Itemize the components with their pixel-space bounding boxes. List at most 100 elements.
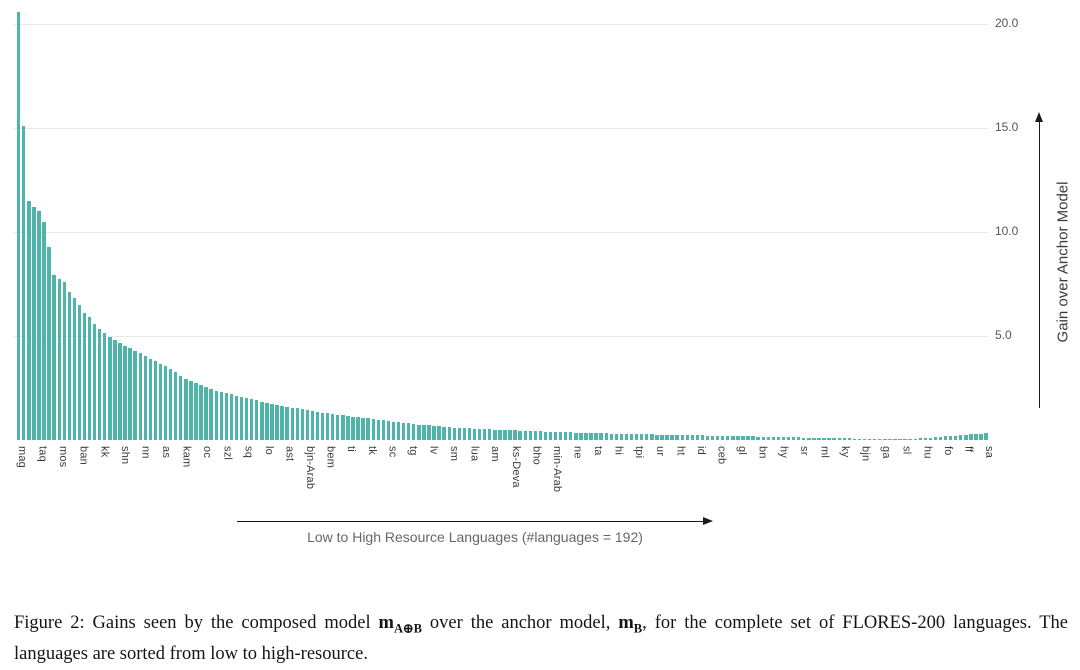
bar-109 [564, 432, 568, 440]
bar-7 [47, 246, 51, 440]
bar-6 [42, 221, 46, 440]
bar-159 [817, 437, 821, 440]
bar-145 [746, 436, 750, 440]
bar-46 [244, 398, 249, 440]
x-tick-label-sq: sq [242, 446, 255, 459]
bar-187 [959, 435, 963, 440]
bar-27 [148, 358, 153, 440]
bar-191 [979, 433, 983, 440]
bar-1 [17, 11, 21, 440]
bar-96 [498, 429, 502, 440]
bar-42 [224, 393, 229, 440]
bar-121 [624, 433, 629, 440]
bar-47 [249, 399, 254, 440]
bar-103 [533, 431, 538, 440]
bar-134 [690, 435, 695, 440]
bar-52 [275, 404, 279, 440]
bar-158 [812, 437, 816, 440]
bar-77 [401, 422, 406, 440]
bar-9 [57, 278, 61, 440]
bar-65 [341, 415, 345, 440]
bar-13 [77, 304, 82, 440]
y-axis-arrow-line [1039, 121, 1040, 408]
bar-37 [199, 384, 203, 440]
bar-64 [336, 414, 340, 440]
bar-12 [72, 297, 77, 440]
bar-181 [928, 437, 933, 440]
bar-183 [938, 436, 943, 440]
bar-25 [138, 352, 142, 440]
bar-182 [933, 437, 938, 440]
x-tick-label-taq: taq [36, 446, 49, 462]
bar-22 [123, 346, 127, 440]
bar-24 [133, 350, 137, 440]
x-tick-label-am: am [489, 446, 502, 462]
caption-text-suffix: , for the complete set of FLORES-200 lan… [14, 612, 1068, 665]
bar-192 [984, 433, 988, 440]
bar-33 [179, 375, 183, 440]
x-tick-label-szl: szl [221, 446, 234, 461]
bar-67 [351, 416, 355, 440]
bar-99 [513, 430, 517, 440]
bar-78 [407, 423, 411, 440]
bar-127 [655, 434, 659, 440]
x-tick-label-ast: ast [283, 446, 296, 462]
bar-112 [579, 432, 583, 440]
bar-108 [558, 432, 563, 440]
bar-43 [229, 394, 234, 440]
bar-130 [670, 434, 674, 440]
bar-115 [594, 433, 598, 440]
bar-188 [964, 434, 968, 440]
bar-180 [923, 437, 928, 440]
bar-35 [189, 380, 193, 440]
bar-59 [310, 410, 315, 440]
bar-62 [325, 413, 330, 440]
x-tick-label-ceb: ceb [715, 446, 728, 465]
bar-29 [158, 364, 163, 440]
bar-23 [128, 348, 132, 440]
x-tick-label-bjn-Arab: bjn-Arab [304, 446, 317, 490]
figure-caption: Figure 2: Gains seen by the composed mod… [14, 610, 1068, 668]
bar-28 [153, 360, 158, 440]
bar-90 [467, 428, 472, 440]
bar-160 [822, 437, 826, 440]
x-axis-arrow-head-icon [703, 517, 713, 525]
x-tick-label-bn: bn [756, 446, 769, 459]
bar-53 [280, 405, 284, 440]
bar-11 [67, 292, 72, 440]
x-tick-label-hy: hy [777, 446, 790, 459]
x-tick-label-ga: ga [880, 446, 893, 459]
bar-50 [265, 402, 269, 440]
bar-176 [903, 438, 907, 440]
bar-139 [715, 435, 720, 440]
bar-118 [609, 433, 613, 440]
x-tick-label-ti: ti [345, 446, 358, 452]
x-tick-label-hi: hi [612, 446, 625, 455]
bar-44 [234, 396, 239, 440]
bar-61 [320, 412, 325, 440]
bar-102 [528, 431, 532, 440]
bar-30 [163, 366, 168, 440]
x-tick-label-sr: sr [797, 446, 810, 456]
bar-70 [366, 418, 370, 440]
bar-81 [422, 425, 426, 440]
bar-190 [974, 433, 978, 440]
bar-170 [872, 438, 877, 440]
bar-171 [878, 438, 882, 440]
bar-36 [194, 382, 198, 440]
bar-150 [771, 436, 776, 440]
x-tick-label-oc: oc [201, 446, 214, 459]
bar-162 [832, 438, 836, 440]
bar-184 [943, 436, 948, 440]
bar-149 [766, 436, 770, 440]
bar-63 [331, 414, 335, 440]
bar-39 [209, 389, 213, 440]
bar-131 [675, 435, 679, 440]
bar-141 [726, 436, 730, 440]
bar-57 [300, 409, 305, 440]
math-m-anchor: m [618, 612, 634, 633]
bar-55 [290, 407, 294, 440]
bar-174 [893, 438, 897, 440]
bar-168 [862, 438, 867, 440]
bar-154 [791, 437, 796, 440]
